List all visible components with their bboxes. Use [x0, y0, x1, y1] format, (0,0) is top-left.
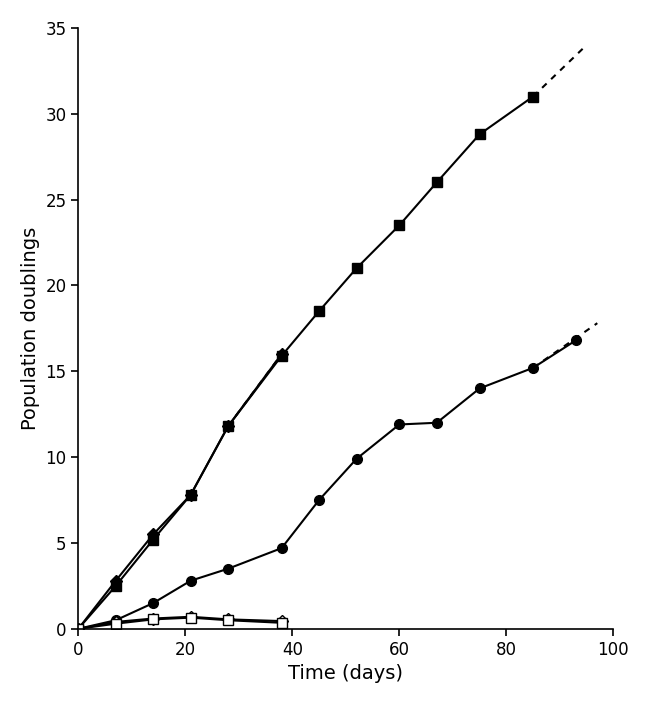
X-axis label: Time (days): Time (days)	[289, 664, 404, 683]
Y-axis label: Population doublings: Population doublings	[21, 227, 40, 430]
